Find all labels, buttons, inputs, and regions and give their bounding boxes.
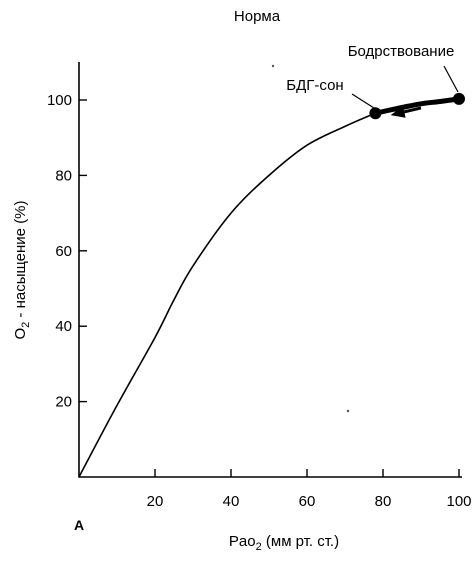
y-axis-label: O2 - насыщение (%) bbox=[12, 200, 32, 339]
x-tick-label: 80 bbox=[375, 493, 392, 510]
panel-label: А bbox=[74, 517, 84, 533]
label-leader-wake bbox=[443, 65, 459, 93]
label-leader-rem bbox=[351, 93, 375, 109]
series-line-sleep-wake bbox=[372, 96, 462, 116]
y-tick-label: 60 bbox=[55, 243, 72, 260]
x-tick-label: 40 bbox=[223, 493, 240, 510]
x-tick-label: 100 bbox=[446, 493, 471, 510]
direction-arrow bbox=[390, 106, 422, 118]
point-rem-sleep bbox=[369, 107, 382, 120]
series bbox=[78, 96, 462, 478]
point-label-wake: Бодрствование bbox=[348, 43, 455, 60]
points bbox=[369, 92, 465, 120]
y-tick-label: 40 bbox=[55, 318, 72, 335]
axes bbox=[78, 62, 462, 478]
y-tick-label: 100 bbox=[47, 92, 72, 109]
point-wake bbox=[453, 92, 465, 105]
ticks: 20 40 60 80 100 20 40 60 80 100 bbox=[47, 92, 472, 510]
arrow-shaft bbox=[403, 106, 422, 114]
y-tick-label: 20 bbox=[55, 394, 72, 411]
y-tick-label: 80 bbox=[55, 167, 72, 184]
chart-title: Норма bbox=[234, 8, 281, 25]
x-axis-label: Pao2 (мм рт. ст.) bbox=[229, 533, 339, 553]
x-tick-label: 20 bbox=[147, 493, 164, 510]
scan-specks bbox=[271, 64, 350, 413]
x-tick-label: 60 bbox=[299, 493, 316, 510]
arrow-head bbox=[390, 106, 406, 118]
point-label-rem: БДГ-сон bbox=[286, 77, 343, 94]
series-line-saturation bbox=[78, 112, 377, 478]
